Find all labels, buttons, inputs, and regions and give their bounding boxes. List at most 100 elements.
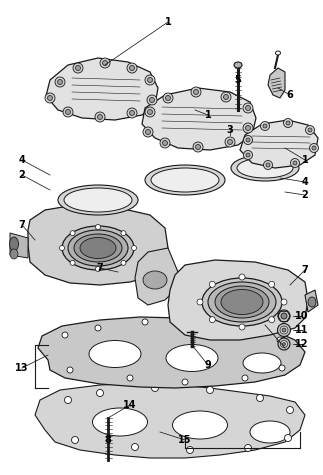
Ellipse shape — [237, 158, 293, 178]
Circle shape — [193, 142, 203, 152]
Polygon shape — [28, 205, 168, 285]
Ellipse shape — [64, 188, 132, 212]
Ellipse shape — [215, 286, 269, 318]
Circle shape — [243, 103, 253, 113]
Polygon shape — [142, 88, 256, 150]
Ellipse shape — [89, 341, 141, 368]
Circle shape — [121, 260, 126, 266]
Circle shape — [293, 161, 297, 165]
Circle shape — [242, 375, 248, 381]
Circle shape — [191, 87, 201, 97]
Circle shape — [186, 446, 193, 454]
Circle shape — [246, 138, 250, 142]
Circle shape — [73, 63, 83, 73]
Circle shape — [66, 110, 70, 114]
Circle shape — [277, 337, 283, 343]
Circle shape — [130, 66, 134, 70]
Ellipse shape — [250, 421, 290, 443]
Circle shape — [244, 135, 253, 144]
Circle shape — [245, 445, 252, 452]
Circle shape — [121, 231, 126, 236]
Circle shape — [225, 137, 235, 147]
Circle shape — [127, 63, 137, 73]
Ellipse shape — [276, 51, 280, 55]
Ellipse shape — [10, 249, 18, 259]
Circle shape — [127, 375, 133, 381]
Circle shape — [45, 93, 55, 103]
Circle shape — [193, 89, 199, 95]
Ellipse shape — [166, 344, 218, 371]
Circle shape — [76, 66, 80, 70]
Text: 10: 10 — [295, 311, 309, 321]
Circle shape — [195, 144, 201, 150]
Text: 12: 12 — [295, 339, 309, 349]
Circle shape — [62, 332, 68, 338]
Ellipse shape — [80, 238, 116, 258]
Circle shape — [269, 317, 275, 323]
Ellipse shape — [221, 289, 263, 314]
Ellipse shape — [151, 168, 219, 192]
Text: 2: 2 — [19, 170, 26, 180]
Circle shape — [245, 125, 251, 131]
Circle shape — [55, 77, 65, 87]
Circle shape — [285, 435, 291, 441]
Text: 13: 13 — [15, 363, 29, 373]
Polygon shape — [168, 260, 308, 340]
Circle shape — [266, 163, 270, 167]
Circle shape — [243, 123, 253, 133]
Text: 1: 1 — [205, 110, 211, 120]
Ellipse shape — [143, 271, 167, 289]
Circle shape — [209, 281, 215, 287]
Circle shape — [127, 108, 137, 118]
Circle shape — [151, 384, 159, 391]
Circle shape — [197, 299, 203, 305]
Circle shape — [246, 153, 250, 157]
Circle shape — [147, 95, 157, 105]
Circle shape — [290, 159, 299, 168]
Text: 3: 3 — [227, 125, 234, 135]
Circle shape — [282, 328, 286, 332]
Circle shape — [142, 319, 148, 325]
Circle shape — [148, 110, 152, 114]
Circle shape — [95, 325, 101, 331]
Circle shape — [100, 58, 110, 68]
Circle shape — [96, 266, 100, 272]
Circle shape — [63, 107, 73, 117]
Circle shape — [263, 124, 267, 128]
Text: 11: 11 — [295, 325, 309, 335]
Circle shape — [239, 324, 245, 330]
Ellipse shape — [74, 234, 122, 262]
Circle shape — [96, 225, 100, 229]
Circle shape — [308, 128, 312, 132]
Circle shape — [278, 310, 290, 322]
Ellipse shape — [145, 165, 225, 195]
Circle shape — [206, 387, 214, 393]
Circle shape — [281, 313, 287, 319]
Circle shape — [47, 95, 53, 101]
Circle shape — [227, 140, 233, 144]
Circle shape — [279, 365, 285, 371]
Polygon shape — [240, 120, 318, 168]
Circle shape — [286, 121, 290, 125]
Ellipse shape — [92, 408, 148, 436]
Text: 4: 4 — [19, 155, 26, 165]
Text: 1: 1 — [302, 155, 308, 165]
Circle shape — [59, 246, 65, 250]
Circle shape — [162, 141, 168, 145]
Circle shape — [264, 161, 273, 170]
Circle shape — [192, 319, 198, 325]
Circle shape — [148, 77, 152, 83]
Circle shape — [244, 151, 253, 160]
Ellipse shape — [62, 226, 134, 270]
Circle shape — [130, 111, 134, 115]
Circle shape — [150, 97, 154, 103]
Circle shape — [98, 114, 102, 120]
Circle shape — [287, 407, 294, 414]
Circle shape — [280, 326, 288, 334]
Polygon shape — [10, 233, 28, 258]
Ellipse shape — [68, 230, 128, 266]
Circle shape — [306, 125, 315, 134]
Circle shape — [102, 60, 108, 66]
Circle shape — [237, 325, 243, 331]
Circle shape — [131, 246, 137, 250]
